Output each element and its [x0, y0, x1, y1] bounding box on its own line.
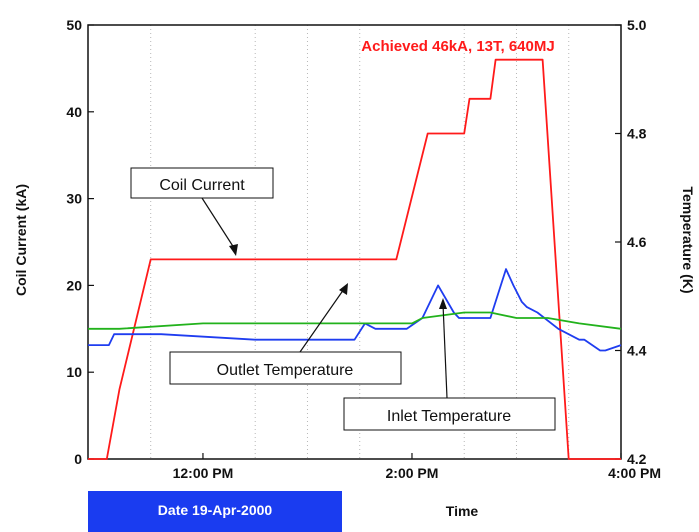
grid [150, 25, 570, 459]
y2-tick-label: 5.0 [627, 17, 647, 33]
annotation-outlet-temperature: Outlet Temperature [169, 283, 402, 385]
y2-tick-label: 4.2 [627, 451, 647, 467]
y-tick-label: 0 [74, 451, 82, 467]
annotation-inlet-temperature: Inlet Temperature [343, 298, 556, 431]
annotation-coil-current: Coil Current [130, 167, 274, 256]
chart-title: Achieved 46kA, 13T, 640MJ [361, 38, 554, 55]
y-axis-title: Coil Current (kA) [13, 184, 29, 296]
date-label: Date 19-Apr-2000 [157, 502, 273, 518]
x-tick-label: 12:00 PM [173, 465, 234, 481]
series [88, 58, 622, 460]
y2-tick-label: 4.6 [627, 234, 647, 250]
x-axis-title: Time [446, 503, 479, 519]
annotation-coil-current-label: Coil Current [159, 177, 245, 194]
y2-tick-label: 4.8 [627, 126, 647, 142]
y-tick-label: 50 [66, 17, 82, 33]
y-tick-label: 10 [66, 364, 82, 380]
y2-tick-label: 4.4 [627, 343, 647, 359]
annotation-outlet-temperature-label: Outlet Temperature [217, 362, 354, 379]
x-axis-ticks: 12:00 PM 2:00 PM 4:00 PM [173, 465, 661, 481]
y-tick-label: 20 [66, 277, 82, 293]
y-tick-label: 30 [66, 191, 82, 207]
plot-frame [87, 24, 622, 460]
series-outlet-temperature [88, 268, 622, 352]
tick-marks [88, 24, 622, 460]
annotation-inlet-temperature-label: Inlet Temperature [387, 408, 511, 425]
x-tick-label: 4:00 PM [608, 465, 661, 481]
right-axis-ticks: 4.2 4.4 4.6 4.8 5.0 [627, 17, 647, 467]
y2-axis-title: Temperature (K) [680, 186, 696, 293]
y-tick-label: 40 [66, 104, 82, 120]
series-inlet-temperature [88, 311, 622, 330]
x-tick-label: 2:00 PM [386, 465, 439, 481]
left-axis-ticks: 0 10 20 30 40 50 [66, 17, 82, 467]
date-badge: Date 19-Apr-2000 [88, 491, 342, 532]
series-coil-current [88, 58, 621, 460]
